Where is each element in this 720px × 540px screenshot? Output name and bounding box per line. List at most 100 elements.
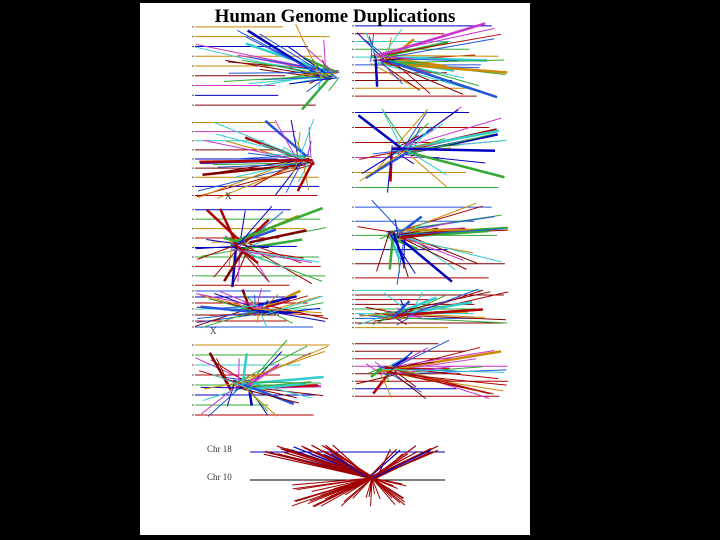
duplication-link	[379, 234, 388, 240]
duplication-link	[364, 150, 410, 180]
duplication-link	[389, 59, 480, 87]
duplication-link	[242, 248, 304, 259]
duplication-link	[386, 59, 498, 99]
duplication-link	[384, 61, 464, 95]
duplication-link	[386, 372, 507, 386]
panel-label: Chr 10	[207, 472, 232, 482]
duplication-link	[238, 205, 273, 245]
duplication-link	[274, 119, 298, 160]
duplication-link	[197, 310, 268, 320]
duplication-link	[385, 367, 494, 395]
duplication-link	[390, 228, 504, 237]
duplication-link	[371, 477, 393, 499]
duplication-link	[373, 449, 431, 479]
duplication-link	[254, 308, 322, 314]
duplication-link	[234, 162, 298, 178]
duplication-link	[291, 477, 373, 486]
duplication-link	[399, 205, 483, 232]
duplication-link	[384, 369, 507, 375]
duplication-link	[401, 117, 502, 149]
duplication-link	[381, 33, 501, 56]
duplication-link	[401, 111, 428, 151]
duplication-link	[352, 477, 373, 499]
duplication-link	[285, 156, 306, 193]
duplication-link	[246, 380, 312, 399]
slide-title: Human Genome Duplications	[214, 6, 456, 27]
panel-label: X	[210, 326, 217, 336]
duplication-link	[382, 111, 404, 152]
duplication-link	[265, 295, 323, 315]
duplication-link	[207, 387, 240, 417]
duplication-link	[390, 371, 426, 400]
duplication-link	[392, 231, 453, 283]
duplication-link	[359, 147, 409, 182]
duplication-link	[214, 292, 252, 308]
panel-label: X	[225, 191, 232, 201]
duplication-link	[292, 160, 300, 174]
duplication-link	[356, 374, 395, 385]
duplication-link	[280, 448, 372, 479]
duplication-link	[323, 67, 337, 78]
duplication-link	[393, 150, 414, 165]
duplication-link	[260, 314, 268, 328]
duplication-link	[203, 380, 250, 390]
duplication-link	[392, 308, 483, 317]
duplication-link	[371, 477, 381, 500]
duplication-link	[405, 148, 447, 176]
duplication-link	[295, 477, 373, 503]
duplication-link	[230, 248, 313, 263]
duplication-link	[379, 372, 392, 398]
duplication-link	[368, 449, 401, 479]
duplication-link	[365, 477, 373, 498]
duplication-link	[399, 202, 477, 233]
duplication-link	[228, 71, 340, 74]
duplication-link	[213, 121, 313, 163]
duplication-link	[374, 55, 379, 87]
duplication-link	[237, 238, 303, 251]
duplication-link	[402, 149, 505, 179]
duplication-link	[289, 77, 338, 85]
duplication-link	[241, 59, 333, 77]
duplication-link	[249, 381, 312, 388]
duplication-link	[376, 230, 391, 272]
duplication-link	[195, 46, 323, 78]
duplication-link	[202, 163, 306, 177]
duplication-link	[367, 448, 397, 479]
duplication-link	[266, 295, 321, 312]
duplication-link	[240, 381, 321, 384]
duplication-link	[300, 118, 315, 156]
duplication-link	[239, 210, 246, 241]
duplication-link	[243, 386, 278, 417]
duplication-link	[197, 240, 246, 260]
duplication-link	[407, 288, 479, 317]
duplication-link	[200, 308, 264, 329]
duplication-link	[195, 245, 237, 250]
duplication-link	[332, 444, 370, 479]
panel-label: Chr 18	[207, 444, 232, 454]
duplication-link	[292, 477, 373, 490]
duplication-link	[212, 162, 309, 166]
duplication-link	[211, 373, 247, 389]
duplication-link	[384, 38, 495, 59]
duplication-link	[381, 108, 408, 148]
duplication-link	[261, 62, 321, 72]
duplication-link	[276, 445, 377, 479]
duplication-link	[372, 148, 409, 155]
duplication-link	[393, 349, 495, 368]
duplication-link	[247, 363, 280, 387]
duplication-link	[387, 232, 401, 260]
duplication-link	[404, 133, 494, 155]
duplication-link	[371, 477, 407, 487]
duplication-link	[295, 23, 323, 80]
duplication-link	[223, 75, 323, 83]
duplication-link	[236, 206, 324, 242]
duplication-link	[383, 366, 499, 380]
duplication-link	[245, 36, 321, 75]
duplication-link	[383, 292, 409, 312]
duplication-link	[370, 367, 383, 379]
duplication-link	[200, 305, 257, 314]
duplication-link	[260, 143, 307, 162]
duplication-link	[371, 477, 398, 489]
